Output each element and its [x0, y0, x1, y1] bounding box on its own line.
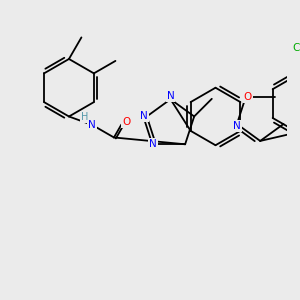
Text: N: N [140, 111, 148, 122]
Text: N: N [88, 120, 96, 130]
Text: Cl: Cl [292, 43, 300, 53]
Text: N: N [149, 139, 157, 149]
Text: N: N [167, 92, 174, 101]
Text: N: N [233, 121, 241, 131]
Text: O: O [244, 92, 252, 102]
Text: H: H [81, 112, 88, 122]
Text: O: O [122, 117, 130, 127]
